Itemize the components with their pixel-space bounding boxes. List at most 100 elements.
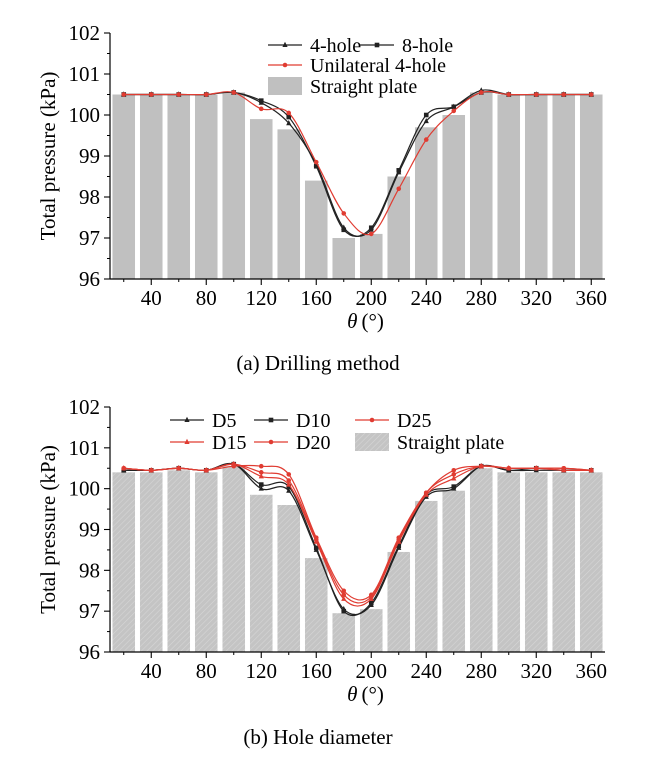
- data-point: [423, 112, 429, 118]
- series-line: [123, 464, 592, 601]
- data-point: [203, 92, 209, 97]
- bar: [469, 92, 493, 279]
- bar: [497, 472, 521, 652]
- bar: [249, 494, 273, 652]
- bar: [304, 558, 328, 652]
- data-point: [231, 90, 237, 95]
- x-tick-label: 40: [141, 659, 162, 683]
- y-tick-label: 102: [69, 21, 101, 45]
- data-point: [341, 608, 347, 614]
- data-point: [313, 159, 319, 165]
- x-axis-unit: (°): [361, 309, 383, 333]
- data-point: [148, 467, 154, 473]
- legend-label: Straight plate: [310, 76, 417, 98]
- data-point: [286, 487, 292, 493]
- data-point: [451, 472, 457, 477]
- bar: [579, 94, 603, 279]
- bar: [167, 470, 191, 652]
- y-tick-label: 99: [79, 144, 100, 168]
- data-point: [368, 600, 374, 606]
- legend-label: D20: [296, 432, 330, 454]
- legend-marker: [184, 416, 190, 422]
- series-d5: [121, 460, 594, 616]
- data-point: [561, 92, 567, 97]
- y-tick-label: 97: [79, 599, 100, 623]
- data-point: [451, 108, 457, 114]
- series-line: [123, 91, 592, 237]
- x-tick-label: 360: [576, 659, 608, 683]
- data-point: [148, 92, 154, 97]
- data-point: [121, 92, 127, 97]
- series-line: [123, 463, 592, 617]
- data-point: [451, 467, 457, 473]
- bar: [194, 94, 218, 279]
- legend-swatch-straight-plate: [268, 77, 302, 95]
- y-axis-label: Total pressure (kPa): [36, 445, 60, 614]
- bar: [139, 94, 163, 279]
- data-point: [341, 588, 347, 594]
- x-tick-label: 80: [196, 659, 217, 683]
- series-d10: [121, 461, 594, 617]
- data-point: [341, 211, 347, 216]
- bar-series: [112, 92, 603, 279]
- bar: [387, 551, 411, 652]
- bar: [497, 94, 521, 279]
- bar: [469, 468, 493, 652]
- data-point: [203, 467, 209, 473]
- data-point: [588, 467, 594, 473]
- legend-label: Unilateral 4-hole: [310, 55, 446, 77]
- bar-series: [112, 466, 603, 652]
- data-point: [341, 592, 347, 598]
- bar: [112, 94, 136, 279]
- data-point: [258, 473, 264, 479]
- x-axis-label: θ (°): [347, 309, 384, 333]
- data-point: [533, 92, 539, 97]
- legend-marker: [268, 417, 274, 423]
- data-point: [368, 594, 374, 600]
- series-8-hole: [121, 90, 594, 237]
- data-point: [258, 98, 264, 103]
- data-point: [258, 482, 264, 487]
- x-tick-label: 320: [521, 286, 553, 310]
- chart-hole-diameter: 96 97 98 99 100 101 102 40 80 120 160 200 240 280 320 3…: [36, 395, 607, 749]
- x-tick-label: 120: [246, 659, 278, 683]
- data-point: [258, 106, 264, 112]
- bar: [222, 92, 246, 279]
- legend-marker: [184, 438, 190, 444]
- data-point: [423, 490, 429, 496]
- data-point: [423, 117, 429, 124]
- bar: [359, 609, 383, 652]
- series-line: [123, 463, 592, 607]
- legend-label: Straight plate: [397, 432, 504, 454]
- bar: [552, 94, 576, 279]
- legend-label: D5: [212, 410, 236, 432]
- legend-label: D10: [296, 410, 330, 432]
- data-point: [258, 470, 264, 475]
- data-point: [258, 485, 264, 491]
- y-tick-label: 100: [69, 477, 101, 501]
- bar: [112, 472, 136, 652]
- bar: [552, 472, 576, 652]
- series-line: [123, 463, 592, 604]
- x-tick-label: 200: [356, 659, 388, 683]
- series-4-hole: [121, 87, 594, 237]
- legend-marker: [369, 417, 375, 423]
- data-point: [176, 92, 182, 97]
- data-point: [176, 465, 182, 471]
- data-point: [286, 472, 292, 477]
- y-tick-label: 99: [79, 518, 100, 542]
- x-axis-symbol: θ: [347, 309, 357, 333]
- x-tick-label: 240: [411, 659, 443, 683]
- bar: [194, 472, 218, 652]
- series-line: [123, 89, 592, 237]
- data-point: [451, 104, 457, 110]
- y-tick-label: 101: [69, 62, 101, 86]
- bar: [332, 613, 356, 652]
- y-tick-label: 100: [69, 103, 101, 127]
- y-tick-label: 98: [79, 558, 100, 582]
- x-tick-label: 240: [411, 286, 443, 310]
- y-tick-label: 97: [79, 226, 100, 250]
- data-point: [286, 484, 292, 489]
- x-tick-label: 280: [466, 659, 498, 683]
